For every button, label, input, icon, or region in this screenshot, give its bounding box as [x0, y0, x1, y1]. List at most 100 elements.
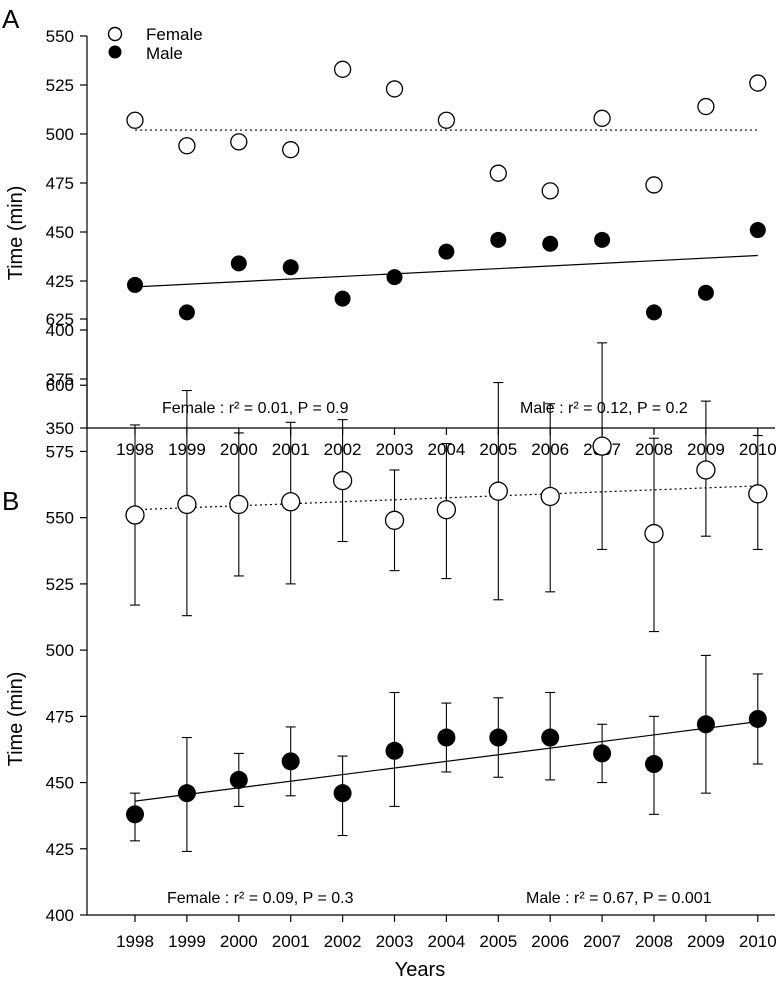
legend-male-marker — [108, 45, 122, 59]
legend-female-label: Female — [146, 25, 203, 44]
panel-b-x-tick-label: 2001 — [272, 932, 310, 951]
panel-a-female-point — [385, 80, 404, 98]
panel-b-y-tick-label: 400 — [46, 906, 74, 925]
panel-b-female-point — [748, 484, 768, 504]
panel-b-female-point — [281, 492, 301, 512]
panel-b-x-tick-label: 2000 — [220, 932, 258, 951]
panel-b-x-tick-label: 2006 — [531, 932, 569, 951]
panel-b-female-point — [229, 494, 249, 515]
panel-a-male-point — [386, 269, 403, 286]
panel-b-x-tick-label: 1999 — [168, 932, 206, 951]
panel-a-female-stats: Female : r² = 0.01, P = 0.9 — [162, 400, 349, 417]
panel-a-male-point — [178, 304, 195, 321]
panel-b-female-point — [592, 436, 612, 456]
panel-b-x-tick-label: 2007 — [583, 932, 621, 951]
panel-a-male-point — [282, 259, 299, 276]
panel-b-female-point — [488, 481, 508, 501]
panel-b-x-tick-label: 2009 — [687, 932, 725, 951]
panel-b-female-point — [332, 470, 353, 491]
panel-a-y-tick-label: 475 — [46, 174, 74, 193]
panel-a-male-stats: Male : r² = 0.12, P = 0.2 — [520, 400, 688, 417]
panel-a-male-point — [438, 243, 455, 260]
panel-a-y-tick-label: 375 — [46, 370, 74, 389]
panel-b-x-tick-label: 2010 — [739, 932, 777, 951]
panel-b-female-point — [177, 494, 197, 515]
panel-a-y-axis-title: Time (min) — [5, 186, 27, 281]
panel-b-x-tick-label: 2004 — [427, 932, 465, 951]
panel-b-female-point — [644, 523, 664, 544]
panel-a-female-point — [541, 182, 559, 200]
panel-a-male-point — [490, 231, 507, 248]
panel-a-female-point — [489, 164, 507, 182]
panel-a-female-point — [697, 97, 715, 116]
panel-b-male-stats: Male : r² = 0.67, P = 0.001 — [526, 890, 712, 907]
panel-a-female-point — [645, 176, 663, 194]
panel-a-y-tick-label: 425 — [46, 272, 74, 291]
panel-a-female-point — [230, 133, 248, 151]
panel-b-y-tick-label: 600 — [46, 376, 74, 395]
panel-b-male-point — [281, 752, 300, 771]
panel-b-male-point — [126, 805, 144, 824]
panel-b-male-point — [333, 784, 352, 803]
panel-b-y-axis-title: Time (min) — [5, 672, 27, 767]
panel-b-male-point — [696, 715, 715, 734]
panel-b-x-tick-label: 2008 — [635, 932, 673, 951]
panel-a-female-point — [437, 111, 456, 129]
panel-b-y-tick-label: 550 — [46, 509, 74, 528]
panel-a-female-point — [749, 74, 767, 92]
panel-b-male-point — [489, 728, 508, 747]
panel-b-male-point — [385, 741, 404, 760]
panel-a: A Time (min) Female Male Female : r² = 0… — [2, 4, 777, 459]
panel-b-male-point — [437, 728, 456, 747]
panel-b-y-tick-label: 575 — [46, 442, 74, 461]
panel-a-y-tick-label: 525 — [46, 76, 74, 95]
panel-b: B Time (min) Female : r² = 0.09, P = 0.3… — [2, 310, 777, 981]
panel-b-female-point — [540, 486, 560, 507]
panel-b-male-point — [177, 784, 196, 803]
panel-a-female-point — [178, 137, 196, 155]
panel-a-male-point — [127, 276, 143, 293]
panel-b-letter: B — [2, 486, 19, 516]
panel-a-male-point — [697, 284, 714, 301]
panel-b-x-tick-label: 1998 — [116, 932, 154, 951]
panel-a-male-point — [334, 290, 351, 307]
panel-a-male-point — [749, 222, 766, 239]
panel-b-y-tick-label: 475 — [46, 707, 74, 726]
panel-b-x-tick-label: 2003 — [376, 932, 414, 951]
panel-b-male-point — [645, 755, 663, 774]
panel-b-male-point — [748, 709, 767, 728]
panel-a-y-tick-label: 450 — [46, 223, 74, 242]
panel-a-y-tick-label: 550 — [46, 27, 74, 46]
panel-a-male-point — [230, 255, 247, 272]
panel-b-x-tick-label: 2002 — [324, 932, 362, 951]
panel-b-x-tick-label: 2005 — [479, 932, 517, 951]
panel-a-letter: A — [2, 4, 20, 34]
panel-a-male-point — [594, 231, 611, 248]
panel-b-female-point — [696, 460, 716, 480]
panel-b-y-tick-label: 625 — [46, 310, 74, 329]
panel-b-y-tick-label: 425 — [46, 840, 74, 859]
panel-b-female-point — [384, 510, 405, 530]
panel-b-y-tick-label: 450 — [46, 774, 74, 793]
panel-b-y-tick-label: 525 — [46, 575, 74, 594]
panel-a-female-point — [593, 109, 611, 127]
panel-b-female-stats: Female : r² = 0.09, P = 0.3 — [167, 890, 354, 907]
panel-a-x-tick-label: 2003 — [376, 440, 414, 459]
panel-a-female-point — [282, 141, 300, 159]
panel-a-legend: Female Male — [107, 25, 203, 63]
legend-male-label: Male — [146, 44, 183, 63]
panel-a-female-point — [333, 60, 352, 78]
panel-b-male-point — [593, 744, 612, 763]
x-axis-title: Years — [395, 959, 445, 981]
panel-a-y-tick-label: 350 — [46, 419, 74, 438]
panel-b-male-point — [541, 728, 560, 747]
panel-a-y-tick-label: 500 — [46, 125, 74, 144]
panel-a-male-point — [646, 304, 662, 321]
panel-a-y-tick-label: 400 — [46, 321, 74, 340]
panel-a-male-trend-line — [134, 254, 758, 288]
panel-a-female-point — [126, 111, 144, 129]
panel-b-male-point — [229, 770, 248, 789]
panel-b-female-point — [436, 500, 457, 520]
panel-a-male-point — [542, 235, 559, 252]
